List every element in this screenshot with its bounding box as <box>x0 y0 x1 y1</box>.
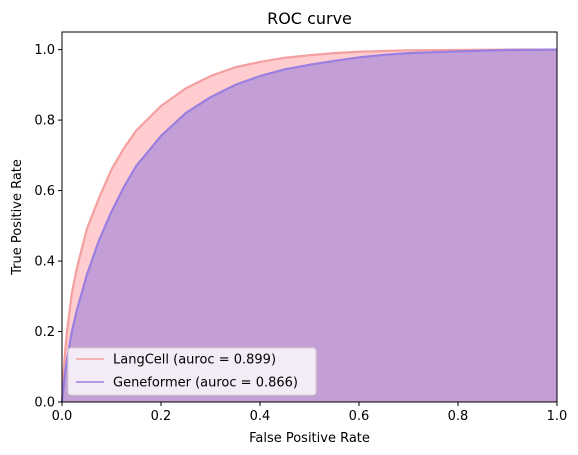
y-tick-label: 1.0 <box>34 43 55 58</box>
x-tick-label: 0.0 <box>52 409 73 424</box>
legend-label-langcell: LangCell (auroc = 0.899) <box>113 353 276 368</box>
x-tick-label: 0.6 <box>349 409 370 424</box>
y-tick-label: 0.6 <box>34 184 55 199</box>
x-axis-label: False Positive Rate <box>249 431 370 446</box>
y-tick-label: 0.0 <box>34 396 55 411</box>
legend-label-geneformer: Geneformer (auroc = 0.866) <box>113 376 298 391</box>
line-langcell <box>60 48 557 403</box>
plot-frame <box>61 31 558 403</box>
legend: LangCell (auroc = 0.899) Geneformer (aur… <box>67 347 317 396</box>
y-tick-label: 0.4 <box>34 255 55 270</box>
y-tick-label: 0.2 <box>34 325 55 340</box>
legend-box <box>67 347 317 396</box>
x-tick-label: 0.4 <box>250 409 271 424</box>
y-tick-label: 0.8 <box>34 114 55 129</box>
area-layer <box>62 49 557 403</box>
x-tick-label: 1.0 <box>547 409 568 424</box>
line-layer <box>60 48 558 403</box>
y-axis-label: True Positive Rate <box>10 159 25 276</box>
line-geneformer <box>60 48 558 403</box>
area-geneformer <box>62 49 557 403</box>
x-tick-label: 0.2 <box>151 409 172 424</box>
x-ticks: 0.0 0.2 0.4 0.6 0.8 1.0 <box>52 402 568 424</box>
chart-title: ROC curve <box>267 9 352 28</box>
y-ticks: 0.0 0.2 0.4 0.6 0.8 1.0 <box>34 43 62 411</box>
x-tick-label: 0.8 <box>448 409 469 424</box>
